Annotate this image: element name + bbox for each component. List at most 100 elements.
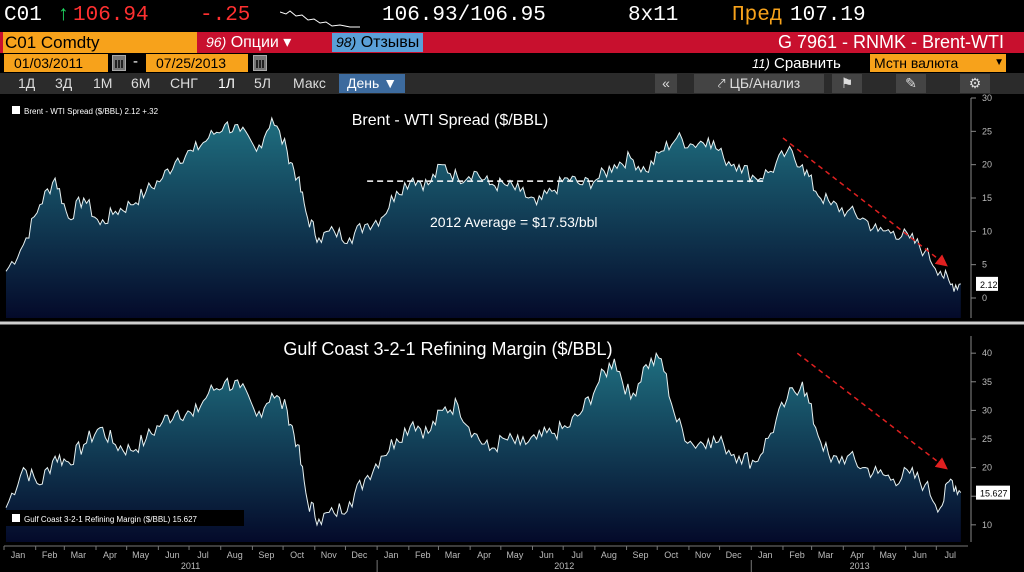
y-tick-label: 25 bbox=[982, 434, 992, 444]
start-date-input[interactable]: 01/03/2011 bbox=[4, 54, 108, 72]
x-tick-label: Sep bbox=[633, 550, 649, 560]
x-tick-label: Oct bbox=[664, 550, 679, 560]
options-menu-number: 96) bbox=[206, 34, 227, 50]
y-tick-label: 40 bbox=[982, 348, 992, 358]
last-value-box bbox=[976, 485, 1010, 500]
legend-swatch bbox=[12, 514, 20, 522]
x-tick-label: Feb bbox=[42, 550, 58, 560]
period-max[interactable]: Макс bbox=[293, 75, 326, 91]
currency-select[interactable]: Мстн валюта bbox=[870, 54, 1006, 72]
chart-panel-2: 10152025303540Gulf Coast 3-2-1 Refining … bbox=[5, 336, 1010, 542]
y-tick-label: 10 bbox=[982, 520, 992, 530]
y-tick-label: 20 bbox=[982, 463, 992, 473]
last-value-label: 15.627 bbox=[980, 489, 1008, 499]
edit-button[interactable]: ✎ bbox=[896, 74, 926, 93]
x-tick-label: Apr bbox=[103, 550, 117, 560]
x-tick-label: Oct bbox=[290, 550, 305, 560]
x-tick-label: Mar bbox=[445, 550, 461, 560]
end-date-input[interactable]: 07/25/2013 bbox=[146, 54, 248, 72]
period-toolbar: 1Д 3Д 1М 6М СНГ 1Л 5Л Макс День ▼ « ⤤ ЦБ… bbox=[0, 73, 1024, 94]
analysis-button[interactable]: ⤤ ЦБ/Анализ bbox=[694, 74, 824, 93]
calendar-icon[interactable] bbox=[253, 55, 267, 71]
chevron-down-icon: ▼ bbox=[383, 75, 398, 91]
x-tick-label: Feb bbox=[415, 550, 431, 560]
y-tick-label: 20 bbox=[982, 160, 992, 170]
period-1y[interactable]: 1Л bbox=[218, 75, 235, 91]
reviews-button[interactable]: 98) Отзывы bbox=[332, 33, 424, 52]
legend-label: Brent - WTI Spread ($/BBL) 2.12 +.32 bbox=[24, 107, 159, 116]
y-tick-label: 30 bbox=[982, 405, 992, 415]
x-tick-label: May bbox=[506, 550, 524, 560]
series-area bbox=[6, 353, 961, 542]
security-field[interactable]: C01 Comdty bbox=[3, 32, 197, 53]
y-tick-label: 10 bbox=[982, 226, 992, 236]
compare-button[interactable]: 11) Сравнить bbox=[752, 55, 841, 72]
x-tick-label: Jun bbox=[165, 550, 180, 560]
reviews-number: 98) bbox=[336, 34, 357, 50]
chart-title: G 7961 - RNMK - Brent-WTI bbox=[777, 32, 1004, 52]
options-menu[interactable]: 96) Опции ▾ bbox=[206, 33, 291, 52]
last-value-box bbox=[976, 276, 998, 291]
series-area bbox=[6, 118, 961, 318]
period-1d[interactable]: 1Д bbox=[18, 75, 36, 91]
bookmark-icon: ⚑ bbox=[840, 75, 854, 91]
period-6m[interactable]: 6М bbox=[131, 75, 151, 91]
y-tick-label: 35 bbox=[982, 377, 992, 387]
x-tick-label: Feb bbox=[789, 550, 805, 560]
analysis-label: ЦБ/Анализ bbox=[729, 75, 801, 91]
bookmark-button[interactable]: ⚑ bbox=[832, 74, 862, 93]
bid-ask-size: 8x11 bbox=[628, 4, 679, 27]
series-line bbox=[5, 116, 961, 292]
gear-icon: ⚙ bbox=[968, 75, 982, 91]
legend-swatch bbox=[12, 106, 20, 114]
chart-area: 0 5 10 15 20 25 30 Brent - WTI Spread ($/BBL) Br… bbox=[0, 93, 1024, 572]
chart-title: Brent - WTI Spread ($/BBL) bbox=[352, 112, 549, 129]
quote-bar: C01 ↑ 106.94 -.25 106.93/106.95 8x11 Пре… bbox=[0, 0, 1024, 32]
x-tick-label: Mar bbox=[818, 550, 834, 560]
y-tick-label: 15 bbox=[982, 193, 992, 203]
x-tick-label: May bbox=[132, 550, 150, 560]
x-tick-label: Apr bbox=[850, 550, 864, 560]
period-ytd[interactable]: СНГ bbox=[170, 75, 198, 91]
series-line bbox=[5, 351, 962, 527]
x-tick-label: Jun bbox=[912, 550, 927, 560]
chart-title: Gulf Coast 3-2-1 Refining Margin ($/BBL) bbox=[283, 339, 612, 359]
x-tick-label: Sep bbox=[258, 550, 274, 560]
x-tick-label: Apr bbox=[477, 550, 491, 560]
options-menu-label: Опции bbox=[230, 34, 279, 51]
period-5y[interactable]: 5Л bbox=[254, 75, 271, 91]
chart-analysis-icon: ⤤ bbox=[717, 75, 726, 91]
average-annotation: 2012 Average = $17.53/bbl bbox=[430, 214, 598, 230]
year-label: 2011 bbox=[181, 561, 200, 571]
legend-box bbox=[6, 510, 244, 526]
period-3d[interactable]: 3Д bbox=[55, 75, 73, 91]
x-tick-label: Jul bbox=[571, 550, 583, 560]
x-tick-label: Jul bbox=[945, 550, 957, 560]
collapse-button[interactable]: « bbox=[655, 74, 677, 93]
compare-label: Сравнить bbox=[774, 55, 841, 72]
settings-button[interactable]: ⚙ bbox=[960, 74, 990, 93]
frequency-select[interactable]: День ▼ bbox=[339, 74, 406, 93]
x-tick-label: Jan bbox=[758, 550, 773, 560]
sparkline-icon bbox=[279, 8, 360, 28]
last-value-label: 2.12 bbox=[980, 280, 998, 290]
y-tick-label: 0 bbox=[982, 293, 987, 303]
calendar-icon[interactable] bbox=[112, 55, 126, 71]
chevron-down-icon: ▾ bbox=[283, 34, 292, 51]
chart-canvas: 0 5 10 15 20 25 30 Brent - WTI Spread ($/BBL) Br… bbox=[0, 93, 1024, 572]
legend-label: Gulf Coast 3-2-1 Refining Margin ($/BBL)… bbox=[24, 515, 198, 524]
x-tick-label: Jun bbox=[539, 550, 554, 560]
date-bar: 01/03/2011 - 07/25/2013 11) Сравнить Мст… bbox=[0, 53, 1024, 73]
date-separator: - bbox=[133, 53, 138, 70]
y-tick-label: 30 bbox=[982, 94, 992, 103]
period-1m[interactable]: 1М bbox=[93, 75, 113, 91]
x-tick-label: Nov bbox=[695, 550, 712, 560]
prev-value: 107.19 bbox=[790, 4, 866, 27]
net-change: -.25 bbox=[200, 4, 251, 27]
last-price: 106.94 bbox=[73, 4, 149, 27]
frequency-label: День bbox=[347, 75, 380, 91]
compare-number: 11) bbox=[752, 56, 770, 71]
up-arrow-icon: ↑ bbox=[57, 4, 70, 27]
x-tick-label: Aug bbox=[601, 550, 617, 560]
x-tick-label: Jan bbox=[11, 550, 26, 560]
